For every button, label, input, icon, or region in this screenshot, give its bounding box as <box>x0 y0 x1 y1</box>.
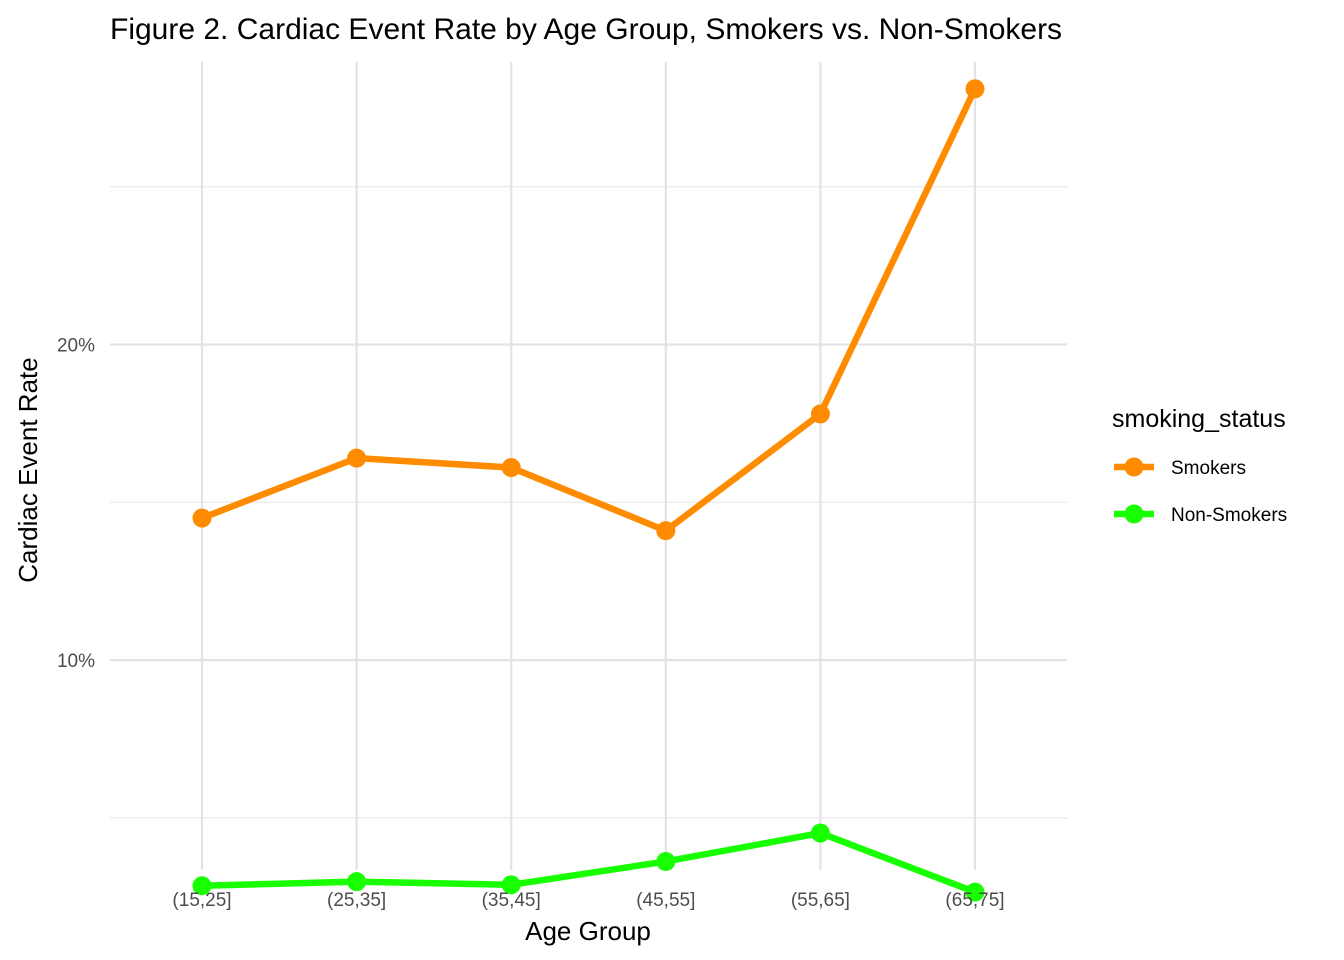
x-axis-title: Age Group <box>525 916 651 946</box>
y-tick-label: 10% <box>57 651 95 672</box>
series-layer <box>192 79 985 902</box>
x-tick-label: (65,75] <box>945 890 1004 911</box>
chart-title: Figure 2. Cardiac Event Rate by Age Grou… <box>110 13 1062 46</box>
x-tick-label: (45,55] <box>636 890 695 911</box>
series-non-smokers <box>192 823 985 902</box>
grid <box>110 62 1067 870</box>
x-tick-label: (25,35] <box>327 890 386 911</box>
x-tick-label: (35,45] <box>482 890 541 911</box>
x-tick-label: (55,65] <box>791 890 850 911</box>
legend-label: Non-Smokers <box>1171 505 1287 526</box>
y-axis-ticks: 10% 20% <box>57 335 95 672</box>
data-point <box>810 823 830 843</box>
data-point <box>192 876 212 896</box>
data-point <box>501 875 521 895</box>
x-axis-ticks: (15,25] (25,35] (35,45] (45,55] (55,65] (65,7… <box>172 890 1004 911</box>
series-smokers <box>192 79 985 541</box>
legend-item: Non-Smokers <box>1114 504 1287 526</box>
x-tick-label: (15,25] <box>172 890 231 911</box>
legend-key-point <box>1124 504 1144 524</box>
y-tick-label: 20% <box>57 335 95 356</box>
data-point <box>501 458 521 478</box>
data-point <box>347 872 367 892</box>
data-point <box>810 404 830 424</box>
legend: smoking_status Smokers Non-Smokers <box>1112 405 1287 526</box>
legend-title: smoking_status <box>1112 405 1286 433</box>
data-point <box>192 508 212 528</box>
data-point <box>347 448 367 468</box>
data-point <box>965 882 985 902</box>
series-line <box>201 829 977 896</box>
data-point <box>656 851 676 871</box>
data-point <box>656 521 676 541</box>
legend-label: Smokers <box>1171 458 1246 479</box>
legend-item: Smokers <box>1114 457 1246 479</box>
legend-key-point <box>1124 457 1144 477</box>
y-axis-title: Cardiac Event Rate <box>13 357 43 582</box>
data-point <box>965 79 985 99</box>
legend-items: Smokers Non-Smokers <box>1114 457 1287 526</box>
series-line <box>200 87 978 534</box>
